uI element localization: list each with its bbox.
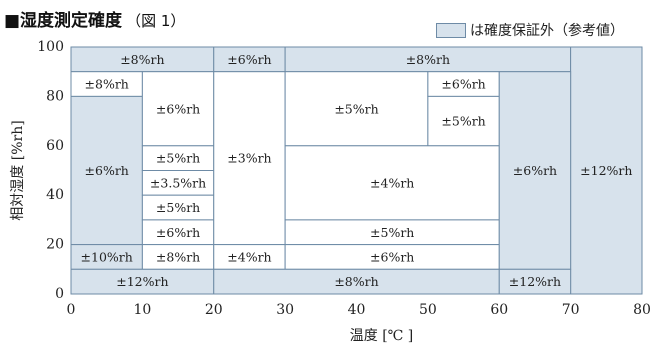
chart-title-sub: （図 1） bbox=[126, 12, 186, 30]
accuracy-cell bbox=[141, 71, 215, 147]
x-tick-label: 20 bbox=[205, 302, 223, 318]
x-tick-label: 60 bbox=[490, 302, 508, 318]
accuracy-cell-label: ±5%rh bbox=[156, 200, 200, 215]
legend-swatch bbox=[436, 22, 466, 38]
y-tick-label: 20 bbox=[46, 237, 64, 253]
x-tick-label: 40 bbox=[348, 302, 366, 318]
x-tick-label: 70 bbox=[562, 302, 580, 318]
chart-cell-labels: ±8%rh ±6%rh ±8%rh ±12%rh ±8%rh ±6%rh ±10%rh ±6%… bbox=[81, 52, 633, 289]
y-tick-label: 80 bbox=[46, 88, 64, 104]
accuracy-cell-label: ±6%rh bbox=[227, 52, 271, 67]
y-tick-label: 40 bbox=[46, 187, 64, 203]
accuracy-cell bbox=[284, 71, 429, 147]
accuracy-cell bbox=[213, 71, 286, 246]
accuracy-cell bbox=[70, 268, 215, 295]
accuracy-cell-label: ±5%rh bbox=[441, 114, 485, 129]
legend-label: は確度保証外（参考値） bbox=[470, 23, 624, 39]
accuracy-cell-label: ±10%rh bbox=[81, 249, 133, 264]
x-axis-ticks: 0 10 20 30 40 50 60 70 80 bbox=[67, 302, 651, 318]
plot-frame bbox=[70, 46, 643, 295]
x-axis-label: 温度 [℃ ] bbox=[350, 328, 414, 344]
y-axis-label: 相対湿度 [%rh] bbox=[10, 120, 26, 220]
accuracy-cell-label: ±8%rh bbox=[156, 249, 200, 264]
chart-cells bbox=[70, 46, 643, 295]
accuracy-cell bbox=[498, 268, 572, 295]
accuracy-cell bbox=[284, 219, 500, 246]
accuracy-cell-label: ±12%rh bbox=[580, 163, 632, 178]
accuracy-cell-label: ±8%rh bbox=[334, 274, 378, 289]
x-tick-label: 10 bbox=[133, 302, 151, 318]
accuracy-cell-label: ±6%rh bbox=[370, 249, 414, 264]
accuracy-cell-label: ±8%rh bbox=[120, 52, 164, 67]
accuracy-cell-label: ±6%rh bbox=[156, 225, 200, 240]
accuracy-cell-label: ±5%rh bbox=[156, 151, 200, 166]
accuracy-cell bbox=[427, 95, 500, 147]
y-tick-label: 100 bbox=[37, 39, 64, 55]
chart-title: ■湿度測定確度 （図 1） bbox=[4, 6, 185, 31]
x-tick-label: 50 bbox=[419, 302, 437, 318]
accuracy-cell-label: ±12%rh bbox=[116, 274, 168, 289]
accuracy-cell bbox=[70, 95, 143, 246]
accuracy-cell-label: ±3.5%rh bbox=[150, 175, 206, 190]
accuracy-cell bbox=[213, 244, 286, 270]
accuracy-cell bbox=[427, 71, 500, 97]
accuracy-cell-label: ±4%rh bbox=[370, 175, 414, 190]
accuracy-cell-label: ±3%rh bbox=[227, 151, 271, 166]
chart-title-main: ■湿度測定確度 bbox=[4, 11, 123, 31]
y-tick-label: 60 bbox=[46, 138, 64, 154]
accuracy-cell-label: ±4%rh bbox=[227, 249, 271, 264]
accuracy-cell-label: ±6%rh bbox=[513, 163, 557, 178]
accuracy-cell-label: ±5%rh bbox=[370, 225, 414, 240]
accuracy-cell bbox=[141, 194, 215, 221]
accuracy-cell bbox=[284, 145, 500, 221]
accuracy-cell-label: ±8%rh bbox=[406, 52, 450, 67]
x-tick-label: 30 bbox=[276, 302, 294, 318]
y-tick-label: 0 bbox=[55, 286, 64, 302]
accuracy-cell-label: ±8%rh bbox=[85, 77, 129, 92]
accuracy-cell-label: ±12%rh bbox=[509, 274, 561, 289]
legend: は確度保証外（参考値） bbox=[436, 20, 624, 40]
accuracy-cell-label: ±6%rh bbox=[441, 77, 485, 92]
x-tick-label: 80 bbox=[633, 302, 651, 318]
accuracy-cell-label: ±6%rh bbox=[85, 163, 129, 178]
accuracy-cell bbox=[70, 244, 143, 270]
y-axis-ticks: 0 20 40 60 80 100 bbox=[37, 39, 64, 302]
accuracy-cell-label: ±6%rh bbox=[156, 101, 200, 116]
accuracy-cell-label: ±5%rh bbox=[334, 101, 378, 116]
x-tick-label: 0 bbox=[67, 302, 76, 318]
